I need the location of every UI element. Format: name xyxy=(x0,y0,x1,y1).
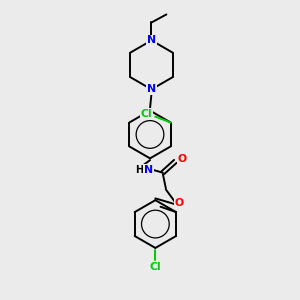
Text: N: N xyxy=(147,35,156,45)
Text: O: O xyxy=(175,198,184,208)
Text: O: O xyxy=(177,154,187,164)
Text: Cl: Cl xyxy=(140,109,152,119)
Text: Cl: Cl xyxy=(150,262,161,272)
Text: N: N xyxy=(144,165,153,175)
Text: H: H xyxy=(135,165,143,175)
Text: N: N xyxy=(147,84,156,94)
